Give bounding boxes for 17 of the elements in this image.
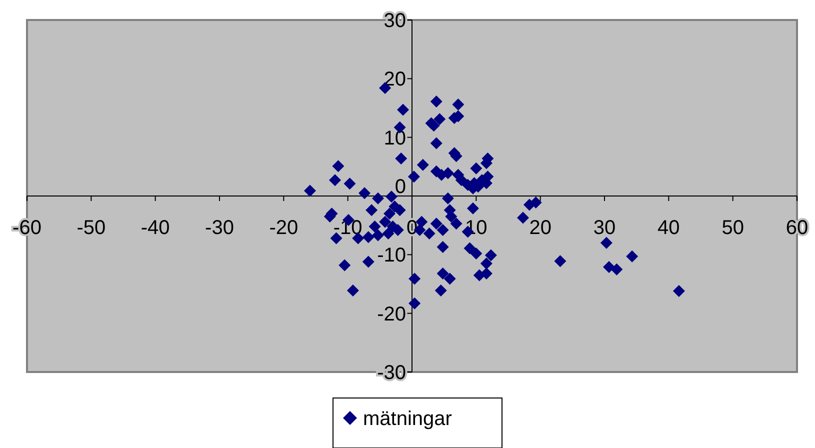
y-tick-label: 0 [394, 176, 406, 198]
x-tick-label: -40 [140, 217, 170, 239]
y-tick-label: -30 [377, 362, 406, 384]
y-tick-label: 30 [384, 10, 406, 32]
x-tick-label: 30 [593, 217, 616, 239]
x-tick-label: -60 [12, 217, 42, 239]
x-tick-label: -50 [76, 217, 106, 239]
legend-label: mätningar [363, 408, 452, 430]
x-tick-label: -20 [269, 217, 298, 239]
x-tick-label: 40 [658, 217, 680, 239]
x-tick-label: -30 [205, 217, 234, 239]
y-tick-label: -10 [377, 244, 406, 267]
y-tick-label: -20 [377, 303, 406, 326]
x-tick-label: 20 [529, 217, 552, 239]
y-tick-label: 20 [384, 68, 406, 91]
x-tick-label: 60 [786, 217, 808, 239]
x-tick-label: 50 [722, 217, 744, 239]
